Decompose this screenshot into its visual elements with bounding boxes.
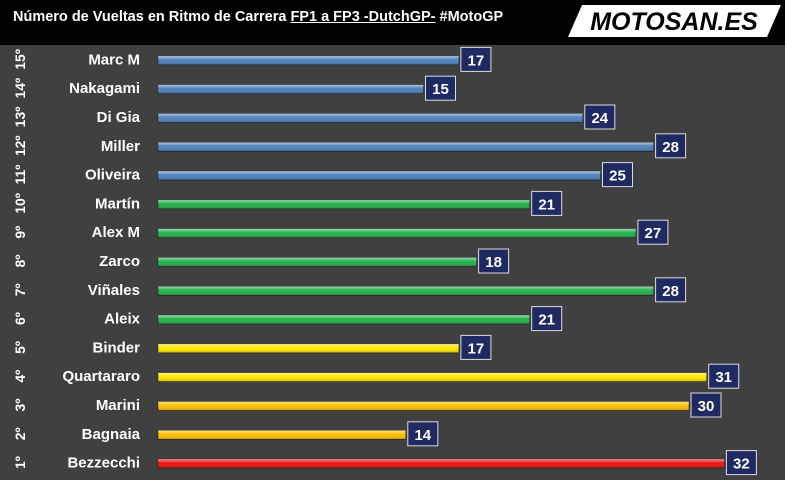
bar-shine — [158, 84, 424, 94]
value-label-box — [460, 334, 492, 360]
position-label: 13º — [12, 107, 28, 128]
value-label: 17 — [468, 52, 485, 69]
value-label-box — [425, 75, 456, 101]
position-label: 7º — [12, 283, 28, 296]
position-label: 8º — [12, 255, 28, 268]
value-label: 21 — [538, 312, 555, 329]
value-label: 24 — [591, 110, 608, 127]
value-label: 27 — [645, 225, 662, 242]
value-label: 28 — [662, 283, 679, 300]
rider-label: Bagnaia — [82, 426, 141, 443]
rider-label: Viñales — [88, 282, 140, 299]
value-label: 31 — [715, 369, 732, 386]
position-label: 9º — [12, 226, 28, 239]
bar-shine — [158, 401, 689, 411]
position-label: 11º — [12, 165, 28, 185]
value-label: 32 — [733, 456, 750, 473]
value-label-box — [690, 392, 722, 418]
value-label-box — [584, 104, 616, 130]
value-label: 30 — [698, 398, 715, 415]
title-part-2: FP1 a FP3 -DutchGP- — [290, 9, 436, 25]
value-label-box — [478, 248, 510, 274]
position-label: 1º — [12, 456, 28, 469]
bar-shine — [158, 228, 636, 238]
bar-shine — [158, 171, 601, 181]
value-label: 15 — [432, 81, 449, 98]
rider-label: Di Gia — [97, 109, 141, 126]
motosan-logo: MOTOSAN.ES — [568, 5, 781, 37]
position-label: 5º — [12, 341, 28, 354]
rider-label: Bezzecchi — [67, 455, 140, 472]
value-label-box — [602, 162, 633, 188]
bar-shine — [158, 113, 583, 123]
bar-shine — [158, 55, 459, 65]
value-label-box — [655, 133, 687, 159]
value-label: 18 — [485, 254, 502, 271]
value-label-box — [725, 450, 757, 476]
value-label: 28 — [662, 139, 679, 156]
bar-shine — [158, 315, 530, 325]
rider-label: Marini — [96, 397, 140, 414]
rider-label: Nakagami — [69, 80, 140, 97]
value-label-box — [407, 421, 439, 447]
rider-label: Alex M — [92, 224, 140, 241]
title-part-1: Número de Vueltas en Ritmo de Carrera — [13, 9, 291, 25]
value-label-box — [637, 219, 669, 245]
value-label-box — [531, 190, 563, 216]
bar-shine — [158, 459, 725, 469]
value-label-box — [531, 306, 563, 332]
logo-text: MOTOSAN.ES — [590, 8, 758, 36]
rider-label: Marc M — [88, 51, 140, 68]
position-label: 12º — [12, 135, 28, 156]
rider-label: Aleix — [104, 311, 141, 328]
position-label: 15º — [12, 49, 28, 70]
rider-label: Oliveira — [85, 167, 141, 184]
value-label-box — [460, 46, 492, 72]
position-label: 3º — [12, 399, 28, 412]
bar-shine — [158, 142, 654, 152]
title-part-3: #MotoGP — [435, 9, 504, 25]
rider-label: Binder — [92, 339, 140, 356]
bar-chart: 15º Marc M 17 14º Nakagami 15 13º Di Gia 24 12º Mi… — [0, 45, 785, 480]
value-label: 17 — [468, 340, 485, 357]
value-label: 25 — [609, 168, 626, 185]
rider-label: Quartararo — [62, 368, 140, 385]
rider-label: Martín — [95, 195, 140, 212]
bar-shine — [158, 372, 707, 382]
position-label: 6º — [12, 312, 28, 325]
rider-label: Zarco — [99, 253, 140, 270]
value-label: 14 — [414, 427, 431, 444]
bar-shine — [158, 199, 530, 209]
chart-title: Número de Vueltas en Ritmo de Carrera FP… — [13, 9, 503, 25]
position-label: 14º — [12, 78, 28, 99]
position-label: 2º — [12, 427, 28, 440]
bar-shine — [158, 430, 406, 440]
value-label-box — [655, 277, 687, 303]
bar-shine — [158, 286, 654, 296]
position-label: 10º — [12, 193, 28, 214]
value-label: 21 — [538, 196, 555, 213]
rider-label: Miller — [101, 138, 140, 155]
position-label: 4º — [12, 370, 28, 383]
bar-shine — [158, 343, 459, 353]
value-label-box — [708, 363, 740, 389]
bar-shine — [158, 257, 477, 267]
